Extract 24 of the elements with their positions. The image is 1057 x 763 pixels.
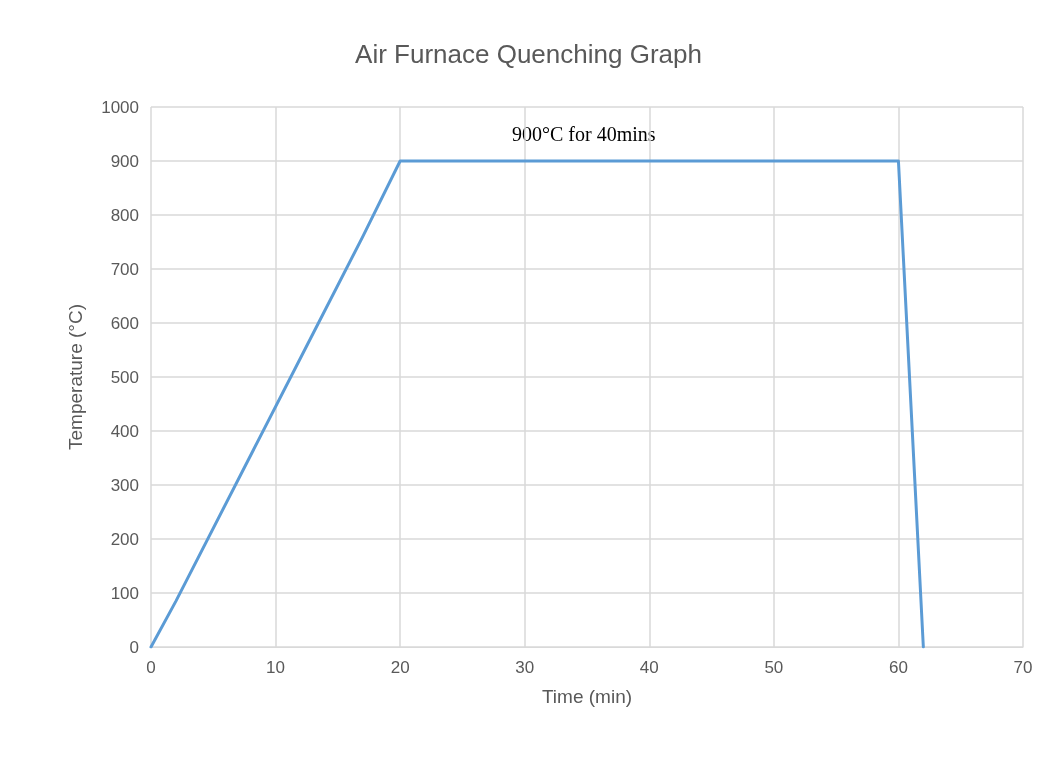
annotation: 900°C for 40mins: [512, 123, 656, 145]
x-tick-label: 30: [515, 658, 535, 677]
x-axis-title: Time (min): [541, 686, 633, 707]
y-tick-label: 800: [110, 205, 139, 225]
y-tick-label: 700: [110, 259, 139, 279]
y-tick-label: 300: [110, 475, 139, 495]
y-tick-label: 600: [110, 313, 139, 333]
x-tick-label: 10: [266, 658, 286, 677]
x-tick-label: 40: [639, 658, 659, 677]
x-tick-label: 60: [888, 658, 908, 677]
x-tick-label: 0: [146, 658, 156, 677]
x-tick-label: 50: [764, 658, 784, 677]
y-tick-label: 1000: [101, 97, 139, 117]
y-tick-label: 400: [110, 421, 139, 441]
y-tick-label: 100: [110, 583, 139, 603]
x-tick-label: 70: [1013, 658, 1033, 677]
y-tick-label: 900: [110, 151, 139, 171]
x-tick-label: 20: [390, 658, 410, 677]
chart-title: Air Furnace Quenching Graph: [355, 39, 702, 69]
y-tick-label: 500: [110, 367, 139, 387]
y-tick-label: 0: [129, 637, 139, 657]
line-series: [149, 159, 925, 649]
y-axis-title: Temperature (°C): [65, 304, 86, 450]
y-tick-label: 200: [110, 529, 139, 549]
